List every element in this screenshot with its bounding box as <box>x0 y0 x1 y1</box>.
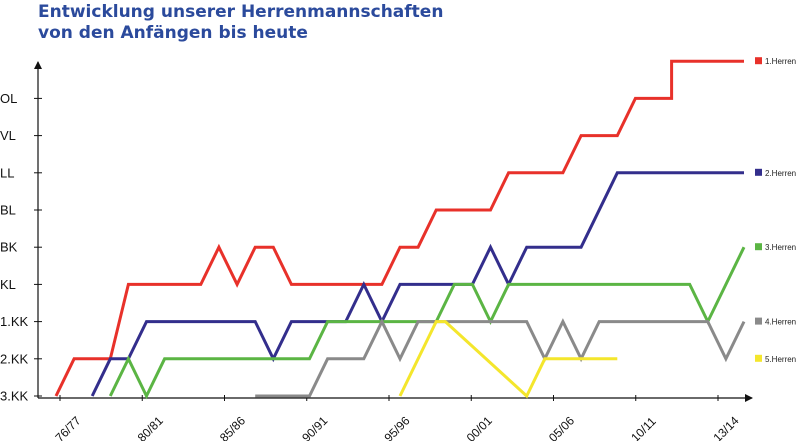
y-tick-label: BK <box>0 240 18 255</box>
legend-label: 3.Herren <box>765 243 796 252</box>
axes <box>34 61 753 402</box>
y-tick-label: BL <box>0 203 16 218</box>
chart-title-line-1: Entwicklung unserer Herrenmannschaften <box>38 2 444 22</box>
x-tick-label: 76/77 <box>52 413 83 441</box>
x-tick-label: 10/11 <box>628 414 659 441</box>
series-line-5-herren <box>398 320 618 399</box>
series-line-1-herren <box>54 59 744 397</box>
y-axis-ticks: 3.KK 2.KK 1.KK KL BK BL LL VL OL <box>0 91 42 404</box>
y-axis-arrow <box>34 61 42 69</box>
y-tick-label: OL <box>0 91 17 106</box>
legend-marker <box>755 168 762 176</box>
x-tick-label: 00/01 <box>464 413 495 441</box>
legend-label: 4.Herren <box>765 318 796 327</box>
series-lines <box>54 59 746 400</box>
x-tick-label: 95/96 <box>381 413 412 441</box>
x-axis-ticks: 76/77 80/81 85/86 90/91 95/96 00/01 05/06 10/11… <box>52 395 742 441</box>
y-tick-label: KL <box>0 277 16 292</box>
x-tick-label: 90/91 <box>299 413 330 441</box>
series-line-3-herren <box>108 246 746 400</box>
legend-label: 1.Herren <box>765 57 796 66</box>
legend-label: 2.Herren <box>765 169 796 178</box>
y-tick-label: VL <box>0 128 16 143</box>
legend-marker <box>755 243 762 251</box>
x-tick-label: 05/06 <box>546 413 577 441</box>
series-line-4-herren <box>255 318 746 398</box>
x-tick-label: 80/81 <box>135 413 166 441</box>
series-line-2-herren <box>90 171 744 397</box>
x-tick-label: 85/86 <box>217 413 248 441</box>
legend-marker <box>755 57 762 65</box>
legend-marker <box>755 317 762 325</box>
y-tick-label: 1.KK <box>0 314 29 329</box>
x-tick-label: 13/14 <box>710 413 741 441</box>
legend-label: 5.Herren <box>765 355 796 364</box>
chart-title-line-2: von den Anfängen bis heute <box>38 23 308 43</box>
x-axis-arrow <box>745 394 753 402</box>
y-tick-label: LL <box>0 165 14 180</box>
chart-title: Entwicklung unserer Herrenmannschaften v… <box>38 2 443 44</box>
legend-marker <box>755 354 762 362</box>
legend: 1.Herren 2.Herren 3.Herren 4.Herren 5.Herren <box>755 57 796 364</box>
y-tick-label: 3.KK <box>0 389 29 404</box>
y-tick-label: 2.KK <box>0 351 29 366</box>
